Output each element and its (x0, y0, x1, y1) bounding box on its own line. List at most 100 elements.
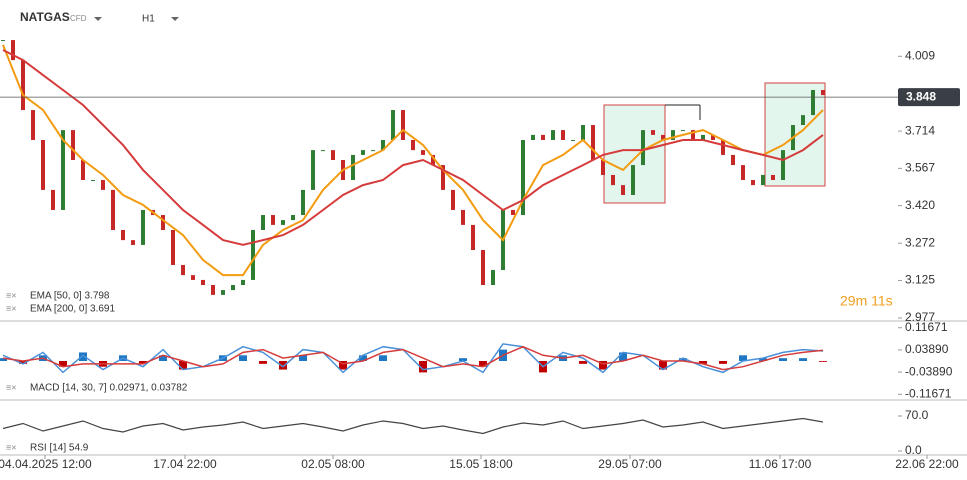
candle (521, 139, 525, 216)
candle (641, 130, 645, 166)
candle (21, 60, 25, 111)
macd-bar (299, 355, 307, 361)
candle (461, 209, 465, 225)
candle (541, 134, 545, 140)
candle (241, 279, 245, 286)
candle (601, 160, 605, 175)
x-tick-label: 02.05 08:00 (301, 457, 365, 471)
candle (531, 134, 535, 140)
y-tick-label: 70.0 (905, 408, 929, 422)
x-tick-label: 17.04 22:00 (153, 457, 217, 471)
candle (801, 115, 805, 126)
candle (371, 150, 375, 152)
macd-bar (679, 358, 687, 361)
y-tick-label: 0.11671 (905, 320, 948, 334)
candle (561, 130, 565, 140)
candle (101, 180, 105, 190)
macd-bar (759, 358, 767, 361)
macd-bar (359, 355, 367, 361)
candle (731, 154, 735, 166)
candle (741, 165, 745, 181)
legend-entry: EMA [200, 0] 3.691 (30, 304, 115, 315)
x-tick-label: 04.04.2025 12:00 (0, 457, 92, 471)
candle (771, 174, 775, 181)
candle (301, 189, 305, 216)
macd-bar (19, 361, 27, 364)
macd-bar (419, 361, 427, 373)
candle (551, 130, 555, 140)
macd-bar (59, 361, 67, 367)
macd-bar (739, 355, 747, 361)
candle (751, 180, 755, 186)
candle (251, 229, 255, 280)
countdown: 29m 11s (840, 293, 893, 309)
symbol[interactable]: NATGAS (20, 10, 70, 24)
candle (571, 139, 575, 141)
y-tick-label: 0.03890 (905, 342, 949, 356)
macd-bar (79, 352, 87, 361)
x-tick-label: 11.06 17:00 (749, 457, 812, 471)
macd-bar (159, 355, 167, 361)
candle (291, 215, 295, 221)
candle (271, 215, 275, 225)
legend-icon[interactable]: ≡× (6, 290, 17, 300)
macd-bar (799, 358, 807, 361)
macd-bar (599, 361, 607, 370)
candle (81, 160, 85, 181)
macd-bar (479, 361, 487, 367)
x-tick-label: 29.05 07:00 (598, 457, 662, 471)
macd-bar (699, 361, 707, 364)
legend-icon[interactable]: ≡× (6, 382, 17, 392)
ema-line (2, 44, 824, 277)
candle (41, 139, 45, 190)
candle (51, 189, 55, 210)
candle (621, 185, 625, 195)
y-tick-label: -0.03890 (905, 364, 953, 378)
macd-bar (279, 361, 287, 370)
candle (481, 250, 485, 286)
y-tick-label: 4.009 (905, 48, 935, 62)
y-tick-label: 3.714 (905, 123, 935, 137)
legend-icon[interactable]: ≡× (6, 303, 17, 313)
candle (671, 130, 675, 140)
candle (431, 154, 435, 166)
indicator-label: MACD [14, 30, 7] 0.02971, 0.03782 (30, 383, 188, 394)
candle (141, 209, 145, 245)
macd-bar (259, 361, 267, 364)
candle (31, 110, 35, 140)
candle (661, 134, 665, 140)
candle (781, 150, 785, 181)
candle (1, 40, 5, 42)
candle (111, 189, 115, 230)
candle (401, 110, 405, 140)
candle (651, 130, 655, 135)
candle (491, 270, 495, 286)
candle (221, 290, 225, 295)
candle (361, 150, 365, 155)
candle (821, 90, 825, 96)
candle (61, 130, 65, 210)
candle (351, 154, 355, 181)
macd-bar (459, 358, 467, 361)
legend-entry: EMA [50, 0] 3.798 (30, 291, 110, 302)
macd-bar (379, 355, 387, 361)
macd-bar (339, 361, 347, 370)
macd-bar (179, 361, 187, 370)
indicator-label: RSI [14] 54.9 (30, 443, 89, 454)
candle (331, 150, 335, 160)
dropdown-arrow[interactable] (94, 17, 102, 21)
legend-icon[interactable]: ≡× (6, 442, 17, 452)
last-price-tag (898, 88, 960, 107)
candle (391, 110, 395, 140)
macd-bar (819, 361, 827, 362)
ema-line (2, 49, 824, 246)
macd-bar (659, 361, 667, 370)
interval[interactable]: H1 (142, 14, 155, 25)
candle (581, 125, 585, 140)
candle (11, 40, 15, 61)
candle (441, 165, 445, 190)
macd-bar (239, 355, 247, 361)
dropdown-arrow[interactable] (171, 17, 179, 21)
y-tick-label: 3.567 (905, 161, 935, 175)
candle (181, 264, 185, 276)
